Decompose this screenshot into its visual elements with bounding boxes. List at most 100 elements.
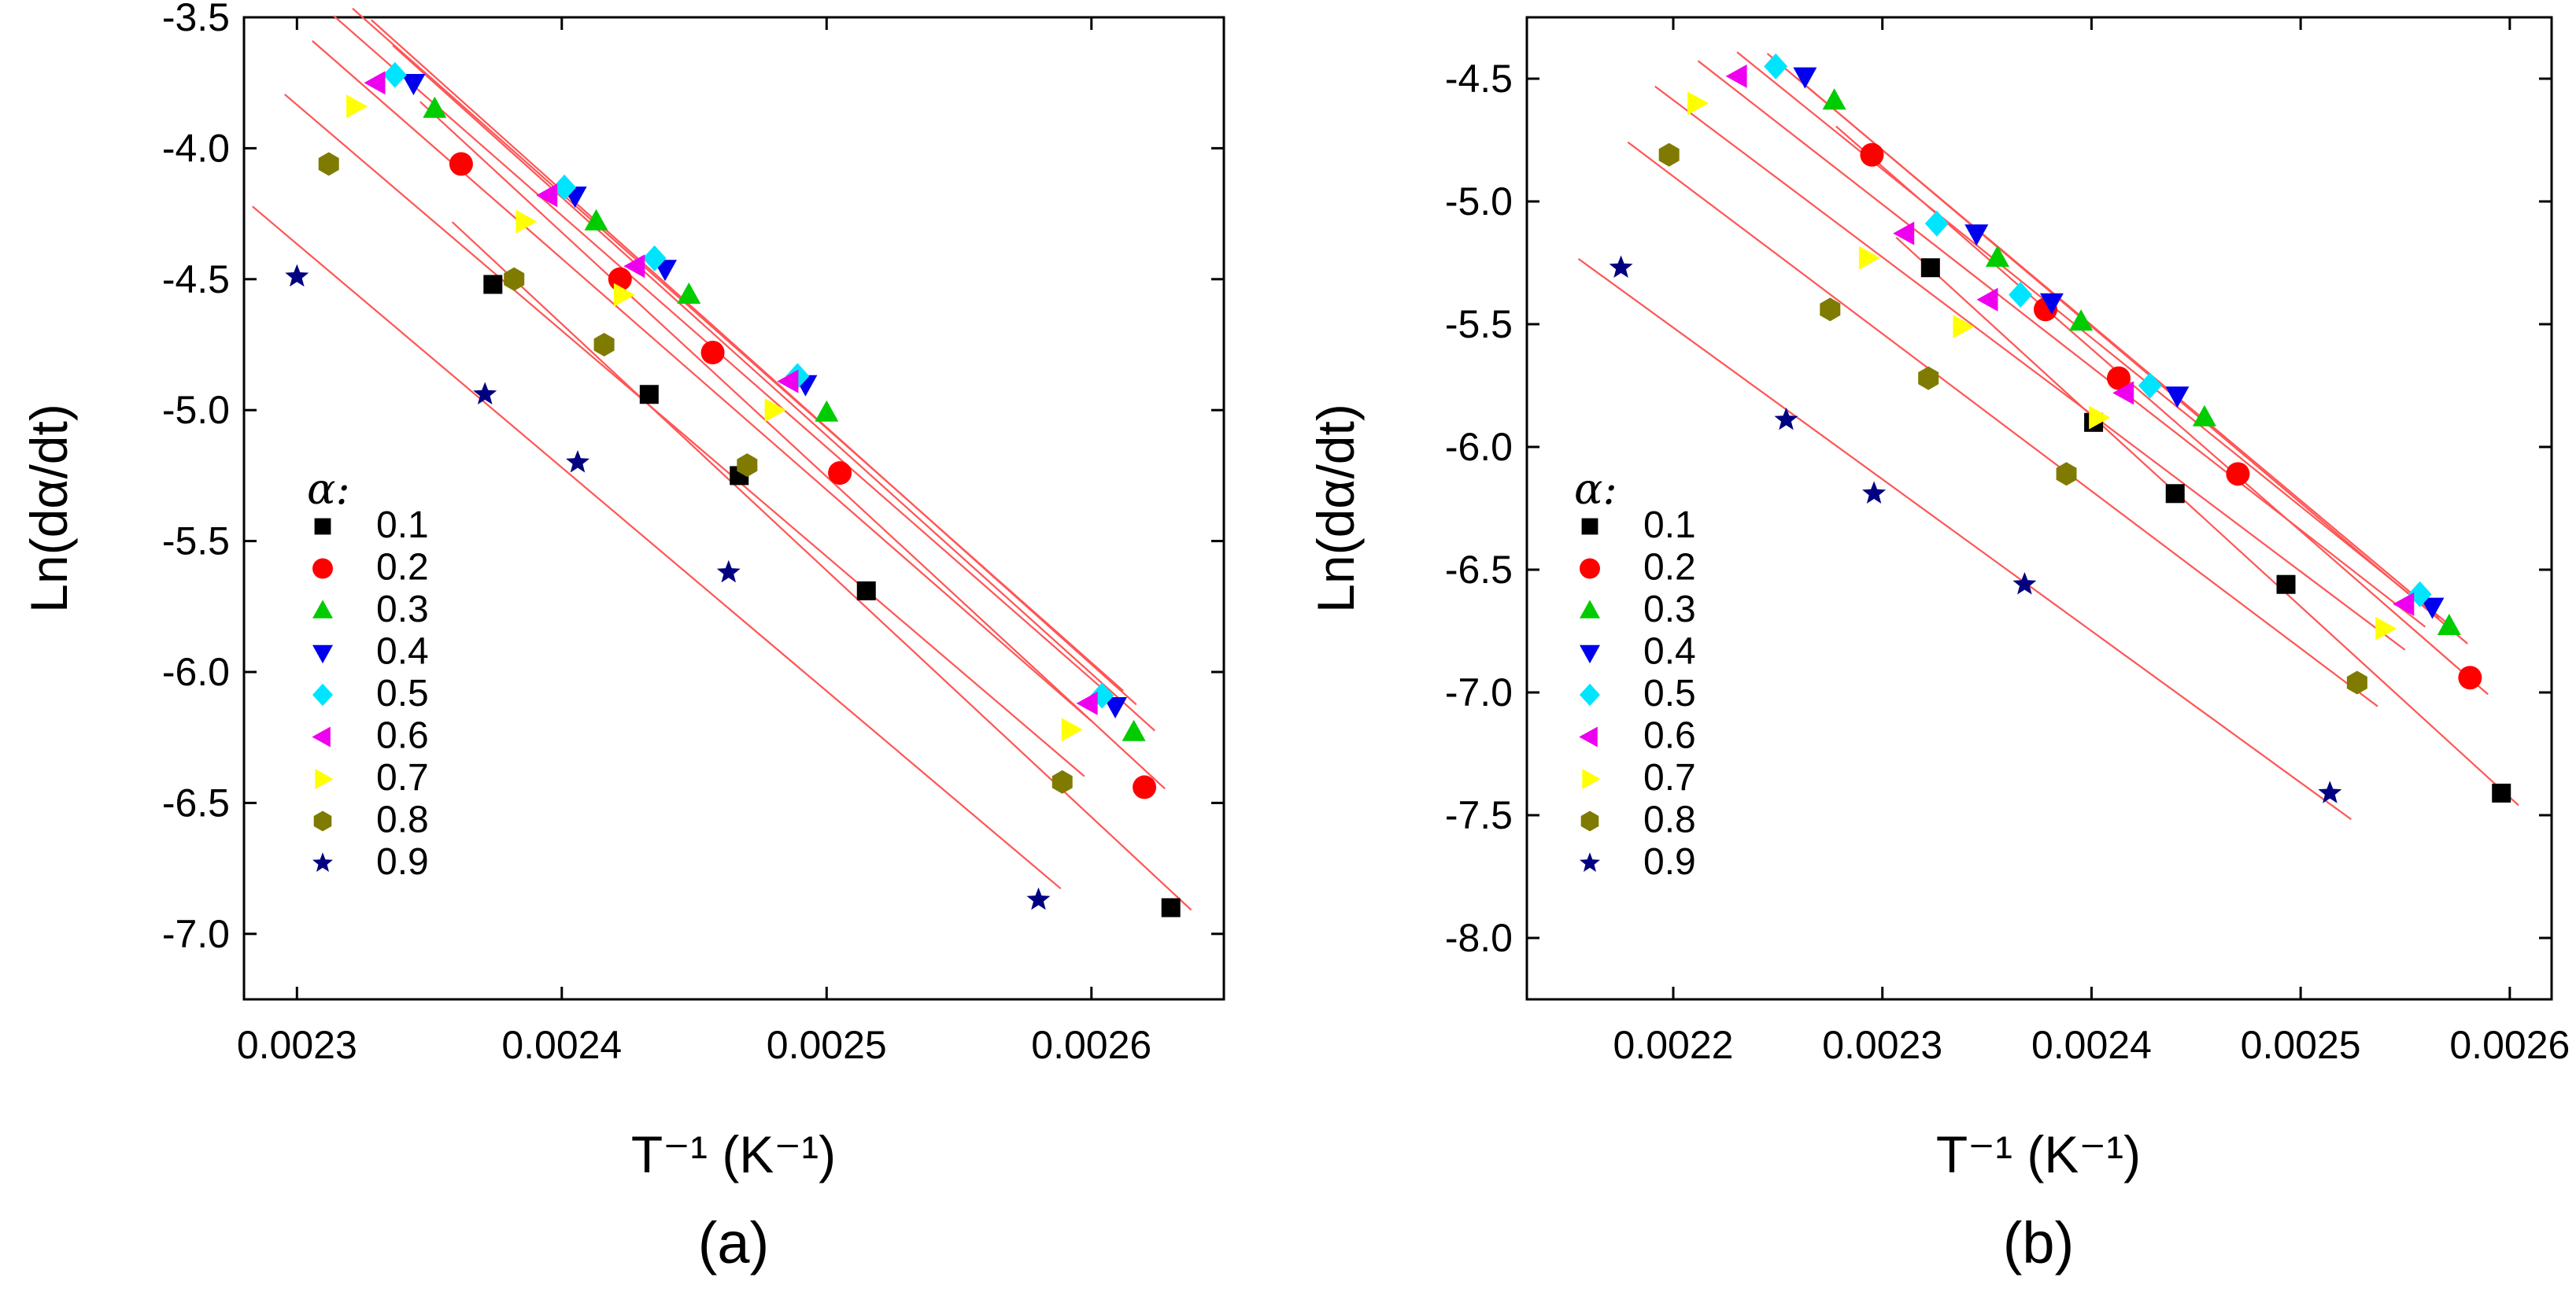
plot-frame: [1525, 16, 2553, 1001]
legend-label-0.3: 0.3: [376, 589, 429, 630]
data-point-0.5: [2138, 372, 2162, 399]
axis-ticks: 0.0023 0.0024 0.0025 0.0026 -3.5 -4.0 -4.5 -5.0…: [162, 0, 1224, 1067]
data-point-0.4: [401, 74, 426, 95]
legend-marker-0.7: [1582, 769, 1601, 789]
legend-label-0.2: 0.2: [376, 547, 429, 589]
data-point-0.1: [2276, 574, 2296, 594]
y-tick-label: -5.5: [1445, 302, 1513, 346]
y-tick-label: -6.0: [162, 650, 230, 694]
data-point-0.8: [2346, 670, 2367, 695]
data-point-0.7: [613, 282, 635, 307]
y-tick-label: -5.0: [1445, 179, 1513, 223]
data-point-0.7: [764, 398, 786, 423]
legend-marker-0.4: [1580, 644, 1600, 664]
data-point-0.7: [2089, 405, 2111, 430]
data-point-0.9: [285, 264, 309, 287]
legend-marker-0.9: [1580, 852, 1600, 872]
legend-marker-0.3: [1580, 600, 1600, 618]
legend-marker-0.2: [1580, 558, 1600, 579]
legend-label-0.2: 0.2: [1643, 547, 1696, 589]
legend-marker-0.1: [314, 518, 331, 535]
data-point-0.2: [1133, 775, 1157, 799]
data-point-0.3: [1822, 88, 1846, 110]
data-point-0.9: [1609, 255, 1633, 278]
plot-frame: [242, 16, 1225, 1001]
y-tick-label: -4.5: [162, 257, 230, 301]
data-point-0.8: [1658, 142, 1680, 167]
legend-label-0.3: 0.3: [1643, 589, 1696, 630]
fit-line-0.5: [1736, 51, 2440, 619]
legend: α: 0.10.20.30.40.50.60.70.80.9: [1574, 464, 1696, 883]
data-points: [285, 61, 1181, 917]
data-point-0.8: [1918, 366, 1939, 390]
legend-label-0.7: 0.7: [1643, 757, 1696, 799]
y-tick-label: -6.5: [162, 781, 230, 825]
legend-marker-0.6: [312, 726, 331, 748]
data-point-0.4: [1103, 697, 1127, 718]
data-point-0.2: [700, 340, 725, 364]
fit-line-0.3: [392, 44, 1155, 732]
legend-label-0.4: 0.4: [1643, 631, 1696, 673]
data-point-0.5: [553, 174, 577, 201]
legend-label-0.8: 0.8: [376, 799, 429, 841]
data-point-0.6: [777, 369, 799, 393]
y-tick-label: -4.5: [1445, 57, 1513, 101]
data-point-0.8: [318, 152, 339, 176]
legend-title: α:: [1574, 464, 1617, 514]
data-point-0.7: [1687, 91, 1709, 116]
legend-label-0.1: 0.1: [376, 504, 429, 546]
legend-marker-0.8: [313, 810, 332, 832]
legend-marker-0.7: [315, 769, 334, 789]
axis-ticks: 0.0022 0.0023 0.0024 0.0025 0.0026 -4.5 -5.0 -5…: [1445, 17, 2570, 1067]
legend-label-0.6: 0.6: [376, 715, 429, 757]
legend-marker-0.3: [312, 600, 333, 618]
fit-line-0.6: [1697, 60, 2426, 628]
fit-line-0.8: [1627, 141, 2378, 707]
x-tick-label: 0.0023: [1822, 1023, 1942, 1067]
data-point-0.6: [2112, 381, 2134, 405]
y-tick-label: -7.5: [1445, 793, 1513, 837]
data-point-0.7: [1858, 246, 1880, 270]
fit-line-0.7: [1654, 85, 2406, 651]
data-point-0.9: [2318, 781, 2342, 803]
data-point-0.6: [1076, 691, 1098, 715]
fit-line-0.4: [1766, 53, 2452, 628]
data-point-0.7: [1953, 315, 1975, 339]
y-tick-label: -7.0: [1445, 670, 1513, 714]
data-point-0.3: [2192, 404, 2216, 426]
data-point-0.5: [383, 61, 407, 88]
data-point-0.3: [1985, 246, 2009, 267]
data-point-0.3: [1122, 719, 1146, 741]
data-point-0.9: [2012, 572, 2037, 595]
y-axis-label: Ln(dα/dt): [1306, 404, 1365, 613]
legend-label-0.8: 0.8: [1643, 799, 1696, 841]
legend-label-0.1: 0.1: [1643, 504, 1696, 546]
fit-lines: [252, 7, 1192, 911]
data-point-0.7: [2375, 616, 2397, 641]
data-point-0.5: [2009, 282, 2033, 308]
data-point-0.7: [346, 94, 368, 119]
data-point-0.2: [2458, 666, 2482, 690]
x-axis-label: T⁻¹ (K⁻¹): [1936, 1125, 2141, 1183]
y-tick-label: -4.0: [162, 126, 230, 170]
data-point-0.9: [716, 559, 741, 583]
data-point-0.3: [2069, 309, 2094, 331]
data-point-0.8: [737, 453, 758, 478]
x-tick-label: 0.0024: [501, 1023, 622, 1067]
data-point-0.6: [623, 254, 645, 279]
data-point-0.9: [566, 450, 589, 473]
data-point-0.1: [2165, 484, 2185, 504]
data-point-0.8: [1820, 297, 1841, 322]
data-point-0.9: [1862, 481, 1887, 504]
data-point-0.8: [1051, 770, 1073, 794]
data-point-0.4: [1793, 67, 1817, 89]
fit-line-0.9: [252, 205, 1062, 890]
legend-marker-0.1: [1581, 518, 1598, 535]
y-tick-label: -6.5: [1445, 548, 1513, 592]
y-axis-label: Ln(dα/dt): [20, 404, 78, 613]
data-point-0.2: [828, 461, 852, 486]
fit-lines: [1577, 51, 2519, 821]
fit-line-0.8: [284, 94, 1085, 777]
fit-line-0.7: [312, 40, 1092, 722]
data-point-0.6: [1893, 221, 1915, 246]
